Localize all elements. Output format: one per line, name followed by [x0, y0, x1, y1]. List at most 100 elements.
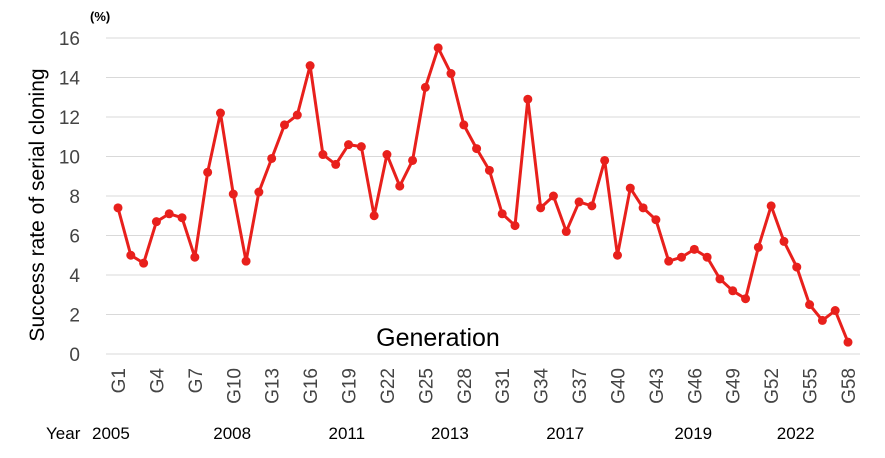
year-label: 2005 [92, 424, 130, 443]
x-axis-title: Generation [376, 324, 500, 352]
data-point [331, 159, 341, 169]
data-point [753, 242, 763, 252]
data-point [126, 250, 136, 260]
data-point [395, 181, 405, 191]
y-tick-label: 2 [69, 306, 80, 327]
data-point [151, 217, 161, 227]
y-tick-label: 12 [59, 108, 80, 129]
data-point [356, 142, 366, 152]
data-point [792, 262, 802, 272]
data-point [241, 256, 251, 266]
y-tick-label: 8 [69, 187, 80, 208]
data-point [843, 337, 853, 347]
data-point [625, 183, 635, 193]
data-point [484, 165, 494, 175]
data-point [728, 286, 738, 296]
data-point [561, 227, 571, 237]
year-label: 2017 [546, 424, 584, 443]
y-axis-title: Success rate of serial cloning [26, 68, 49, 341]
data-point [113, 203, 123, 213]
data-point [254, 187, 264, 197]
x-tick-label: G16 [301, 368, 322, 404]
data-point [638, 203, 648, 213]
data-point [433, 43, 443, 53]
data-point [228, 189, 238, 199]
y-tick-label: 0 [69, 345, 80, 366]
y-tick-label: 14 [59, 69, 81, 90]
x-tick-label: G13 [263, 368, 284, 404]
data-point [318, 150, 328, 160]
x-tick-label: G28 [455, 368, 476, 404]
data-point [587, 201, 597, 211]
x-tick-label: G52 [762, 368, 783, 404]
x-tick-label: G25 [416, 368, 437, 404]
x-tick-label: G19 [340, 368, 361, 404]
year-label: 2008 [213, 424, 251, 443]
y-tick-labels: 0 2 4 6 8 10 12 14 16 [59, 29, 81, 366]
series-line [116, 46, 850, 343]
data-point [548, 191, 558, 201]
data-point [292, 110, 302, 120]
unit-label: (%) [90, 9, 110, 24]
data-point [408, 155, 418, 165]
year-label: 2011 [329, 424, 366, 443]
data-point [215, 108, 225, 118]
data-point [177, 213, 187, 223]
data-point [805, 300, 815, 310]
year-label: 2013 [431, 424, 469, 443]
x-tick-label: G46 [685, 368, 706, 404]
x-tick-label: G1 [109, 368, 130, 393]
data-point [817, 315, 827, 325]
x-tick-label: G22 [378, 368, 399, 404]
x-tick-label: G49 [724, 368, 745, 404]
data-point [600, 155, 610, 165]
data-point [779, 236, 789, 246]
data-point [382, 150, 392, 160]
data-point [497, 209, 507, 219]
data-point [677, 252, 687, 262]
x-tick-label: G37 [570, 368, 591, 404]
data-point [472, 144, 482, 154]
data-point [305, 61, 315, 71]
data-point [715, 274, 725, 284]
x-tick-label: G31 [493, 368, 514, 404]
data-point [420, 82, 430, 92]
x-tick-label: G34 [532, 368, 553, 404]
year-prefix: Year [46, 424, 81, 443]
data-point [536, 203, 546, 213]
data-point [612, 250, 622, 260]
data-point [190, 252, 200, 262]
x-tick-label: G58 [839, 368, 860, 404]
year-label: 2019 [674, 424, 712, 443]
data-point [139, 258, 149, 268]
data-point [267, 153, 277, 163]
data-point [203, 167, 213, 177]
grid-lines [106, 37, 860, 355]
data-point [651, 215, 661, 225]
data-point [689, 244, 699, 254]
x-tick-label: G43 [647, 368, 668, 404]
x-tick-label: G7 [186, 368, 207, 393]
x-tick-labels: G1 G4 G7 G10 G13 G16 G19 G22 G25 G28 G31 G34 G37 G40 G… [109, 368, 860, 404]
x-tick-label: G55 [801, 368, 822, 404]
y-tick-label: 4 [69, 266, 80, 287]
data-point [446, 69, 456, 79]
data-point [344, 140, 354, 150]
data-point [459, 120, 469, 130]
data-point [830, 306, 840, 316]
x-tick-label: G40 [608, 368, 629, 404]
data-point [523, 94, 533, 104]
data-point [279, 120, 289, 130]
data-point [741, 294, 751, 304]
data-point [510, 221, 520, 231]
data-point [369, 211, 379, 221]
data-point [702, 252, 712, 262]
year-labels: 2005 2008 2011 2013 2017 2019 2022 [92, 424, 815, 443]
data-points [113, 43, 853, 347]
year-label: 2022 [777, 424, 815, 443]
x-tick-label: G4 [147, 368, 168, 394]
data-point [164, 209, 174, 219]
y-tick-label: 6 [69, 227, 80, 248]
x-tick-label: G10 [224, 368, 245, 404]
